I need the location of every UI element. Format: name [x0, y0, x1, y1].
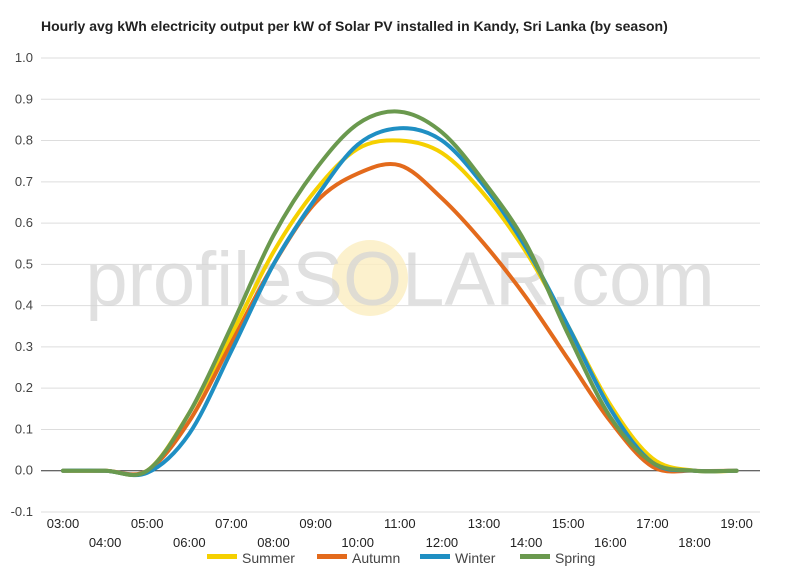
x-tick-label: 18:00 — [678, 535, 711, 550]
y-tick-label: 0.4 — [15, 298, 33, 313]
x-tick-label: 07:00 — [215, 516, 248, 531]
y-tick-label: 0.8 — [15, 133, 33, 148]
x-tick-label: 19:00 — [720, 516, 753, 531]
y-tick-label: 0.0 — [15, 463, 33, 478]
x-tick-label: 05:00 — [131, 516, 164, 531]
x-tick-label: 15:00 — [552, 516, 585, 531]
y-tick-label: 0.2 — [15, 380, 33, 395]
legend-swatch-autumn — [317, 554, 347, 559]
y-tick-label: 0.6 — [15, 215, 33, 230]
x-tick-label: 10:00 — [341, 535, 374, 550]
y-tick-label: 0.3 — [15, 339, 33, 354]
x-tick-label: 09:00 — [299, 516, 332, 531]
legend-label-winter: Winter — [455, 550, 496, 566]
legend-swatch-spring — [520, 554, 550, 559]
series-line-winter — [61, 126, 739, 478]
y-tick-label: 1.0 — [15, 50, 33, 65]
watermark-text: profileSOLAR.com — [85, 237, 714, 322]
x-axis: 03:00 04:00 05:00 06:00 07:00 08:00 09:00 10:00… — [47, 516, 753, 550]
y-tick-label: -0.1 — [11, 504, 33, 519]
x-tick-label: 06:00 — [173, 535, 206, 550]
legend: Summer Autumn Winter Spring — [207, 550, 595, 566]
x-tick-label: 11:00 — [384, 516, 416, 531]
x-tick-label: 08:00 — [257, 535, 290, 550]
x-tick-label: 16:00 — [594, 535, 627, 550]
x-tick-label: 13:00 — [468, 516, 501, 531]
y-tick-label: 0.5 — [15, 256, 33, 271]
series-lines — [61, 109, 739, 478]
y-tick-label: 0.7 — [15, 174, 33, 189]
x-tick-label: 03:00 — [47, 516, 80, 531]
x-tick-label: 04:00 — [89, 535, 122, 550]
series-line-spring — [61, 109, 739, 477]
y-axis: 1.0 0.9 0.8 0.7 0.6 0.5 0.4 0.3 0.2 0.1 0.0 -0.1 — [11, 50, 33, 519]
x-tick-label: 17:00 — [636, 516, 669, 531]
legend-label-autumn: Autumn — [352, 550, 400, 566]
y-tick-label: 0.9 — [15, 91, 33, 106]
legend-label-spring: Spring — [555, 550, 595, 566]
gridlines — [41, 57, 760, 513]
chart-title: Hourly avg kWh electricity output per kW… — [41, 18, 668, 34]
x-tick-label: 12:00 — [426, 535, 459, 550]
x-tick-label: 14:00 — [510, 535, 543, 550]
legend-swatch-winter — [420, 554, 450, 559]
watermark-logo: profileSOLAR.com — [85, 237, 714, 322]
legend-swatch-summer — [207, 554, 237, 559]
watermark-sun — [332, 240, 408, 316]
legend-label-summer: Summer — [242, 550, 295, 566]
y-tick-label: 0.1 — [15, 421, 33, 436]
